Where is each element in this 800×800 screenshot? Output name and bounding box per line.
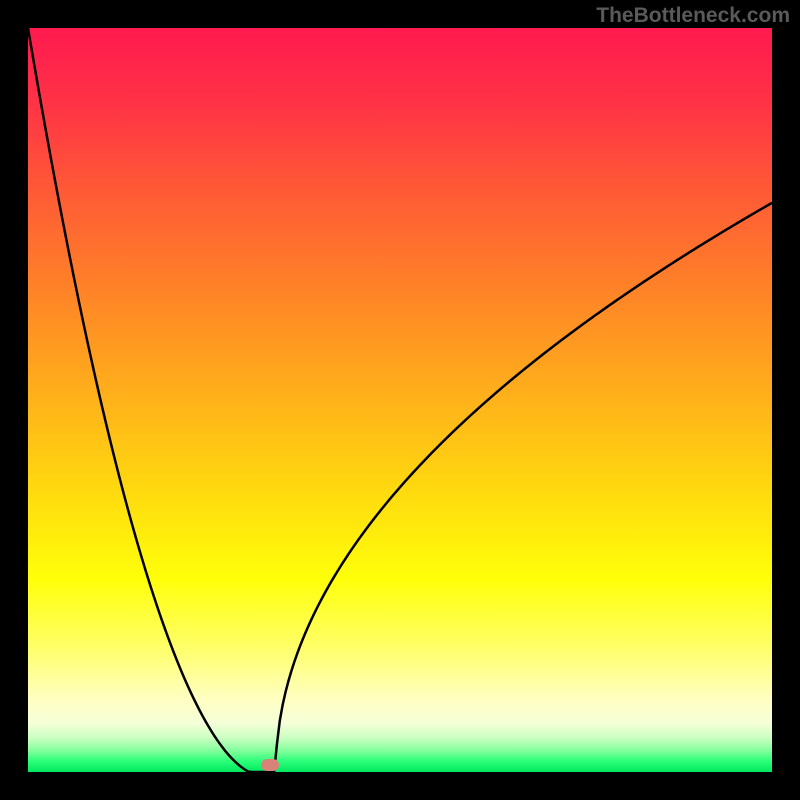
watermark-text: TheBottleneck.com bbox=[596, 4, 790, 28]
chart-container bbox=[28, 28, 772, 772]
bottleneck-curve bbox=[28, 28, 772, 772]
plot-area bbox=[28, 28, 772, 772]
optimal-point-marker bbox=[261, 759, 279, 771]
curve-path bbox=[28, 28, 772, 772]
